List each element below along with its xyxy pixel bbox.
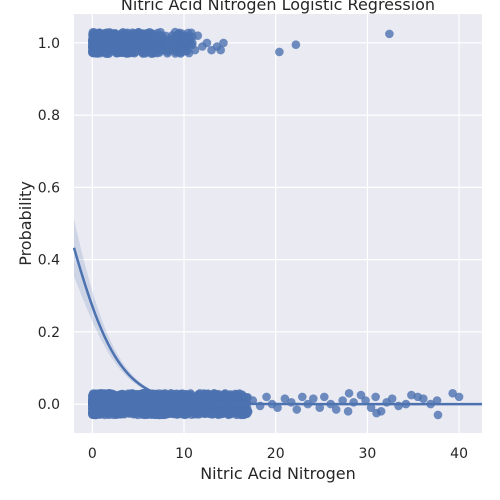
data-point [137, 408, 147, 417]
data-point [129, 37, 138, 47]
data-point [223, 393, 232, 402]
data-point [235, 403, 245, 413]
data-point [343, 407, 353, 416]
data-point [115, 47, 124, 57]
data-point [361, 396, 370, 405]
data-point [173, 404, 182, 413]
data-point [419, 394, 428, 403]
data-point [104, 404, 113, 414]
data-point [210, 390, 219, 399]
data-point [315, 403, 325, 413]
data-point [152, 409, 161, 418]
data-point [344, 388, 354, 398]
data-point [190, 45, 200, 55]
x-axis-label: Nitric Acid Nitrogen [200, 464, 356, 483]
data-point [292, 405, 302, 414]
y-tick-label: 0.0 [38, 397, 60, 413]
data-point [155, 48, 164, 57]
data-point [320, 392, 329, 402]
data-point [202, 38, 212, 48]
data-point [95, 28, 104, 38]
data-point [226, 409, 235, 418]
data-point [309, 394, 318, 403]
data-point [91, 405, 100, 415]
data-point [448, 388, 457, 398]
x-tick-label: 30 [358, 446, 376, 462]
data-point [88, 37, 97, 46]
data-point [187, 404, 197, 413]
y-tick-label: 0.6 [38, 180, 60, 196]
data-point [291, 40, 301, 49]
data-point [164, 398, 174, 408]
data-point [138, 48, 148, 57]
data-point [203, 402, 213, 412]
data-point [273, 403, 282, 413]
data-point [154, 396, 164, 406]
data-point [135, 33, 145, 42]
data-point [331, 405, 341, 414]
tick-labels: 0 10 20 30 40 0.0 0.2 0.4 0.6 0.8 1.0 [38, 36, 468, 462]
data-point [262, 392, 271, 402]
data-point [387, 394, 397, 403]
data-point [88, 396, 97, 406]
data-point [201, 392, 211, 402]
x-tick-label: 0 [88, 446, 97, 462]
data-point [137, 395, 146, 405]
data-point [366, 403, 376, 413]
data-point [371, 392, 380, 402]
data-point [113, 395, 123, 404]
data-point [275, 47, 284, 57]
data-point [241, 395, 251, 404]
data-point [181, 35, 191, 45]
data-point [110, 29, 119, 39]
data-point [432, 396, 442, 405]
data-point [126, 45, 136, 54]
data-point [121, 406, 131, 415]
x-tick-label: 20 [267, 446, 285, 462]
data-point [207, 410, 217, 419]
data-point [146, 35, 155, 44]
data-point [120, 393, 129, 402]
y-axis-label: Probability [16, 181, 35, 266]
data-point [199, 408, 209, 418]
data-point [101, 45, 110, 55]
data-point [98, 393, 108, 402]
data-point [159, 406, 169, 415]
data-point [194, 390, 203, 399]
chart-title: Nitric Acid Nitrogen Logistic Regression [121, 0, 435, 14]
y-tick-label: 0.8 [38, 108, 60, 124]
data-point [298, 392, 307, 402]
data-point [160, 39, 170, 48]
regression-line [72, 247, 482, 406]
logistic-curve [72, 247, 482, 406]
y-tick-label: 0.4 [38, 253, 60, 269]
data-point [454, 392, 464, 402]
data-point [372, 408, 381, 418]
x-tick-label: 10 [175, 446, 193, 462]
data-point [216, 45, 225, 55]
data-point [115, 407, 124, 417]
y-tick-label: 0.2 [38, 325, 60, 341]
data-point [219, 38, 228, 48]
data-point [193, 31, 203, 40]
data-point [385, 29, 394, 39]
data-point [286, 398, 296, 407]
data-point [126, 399, 135, 409]
data-point [102, 30, 112, 40]
data-point [338, 396, 347, 405]
data-point [174, 31, 184, 40]
data-point [176, 41, 185, 51]
y-tick-label: 1.0 [38, 36, 60, 52]
plot-background [74, 14, 482, 433]
data-point [280, 394, 290, 403]
x-tick-label: 40 [450, 446, 468, 462]
data-point [433, 410, 443, 420]
data-point [94, 41, 104, 51]
data-point [90, 48, 100, 58]
